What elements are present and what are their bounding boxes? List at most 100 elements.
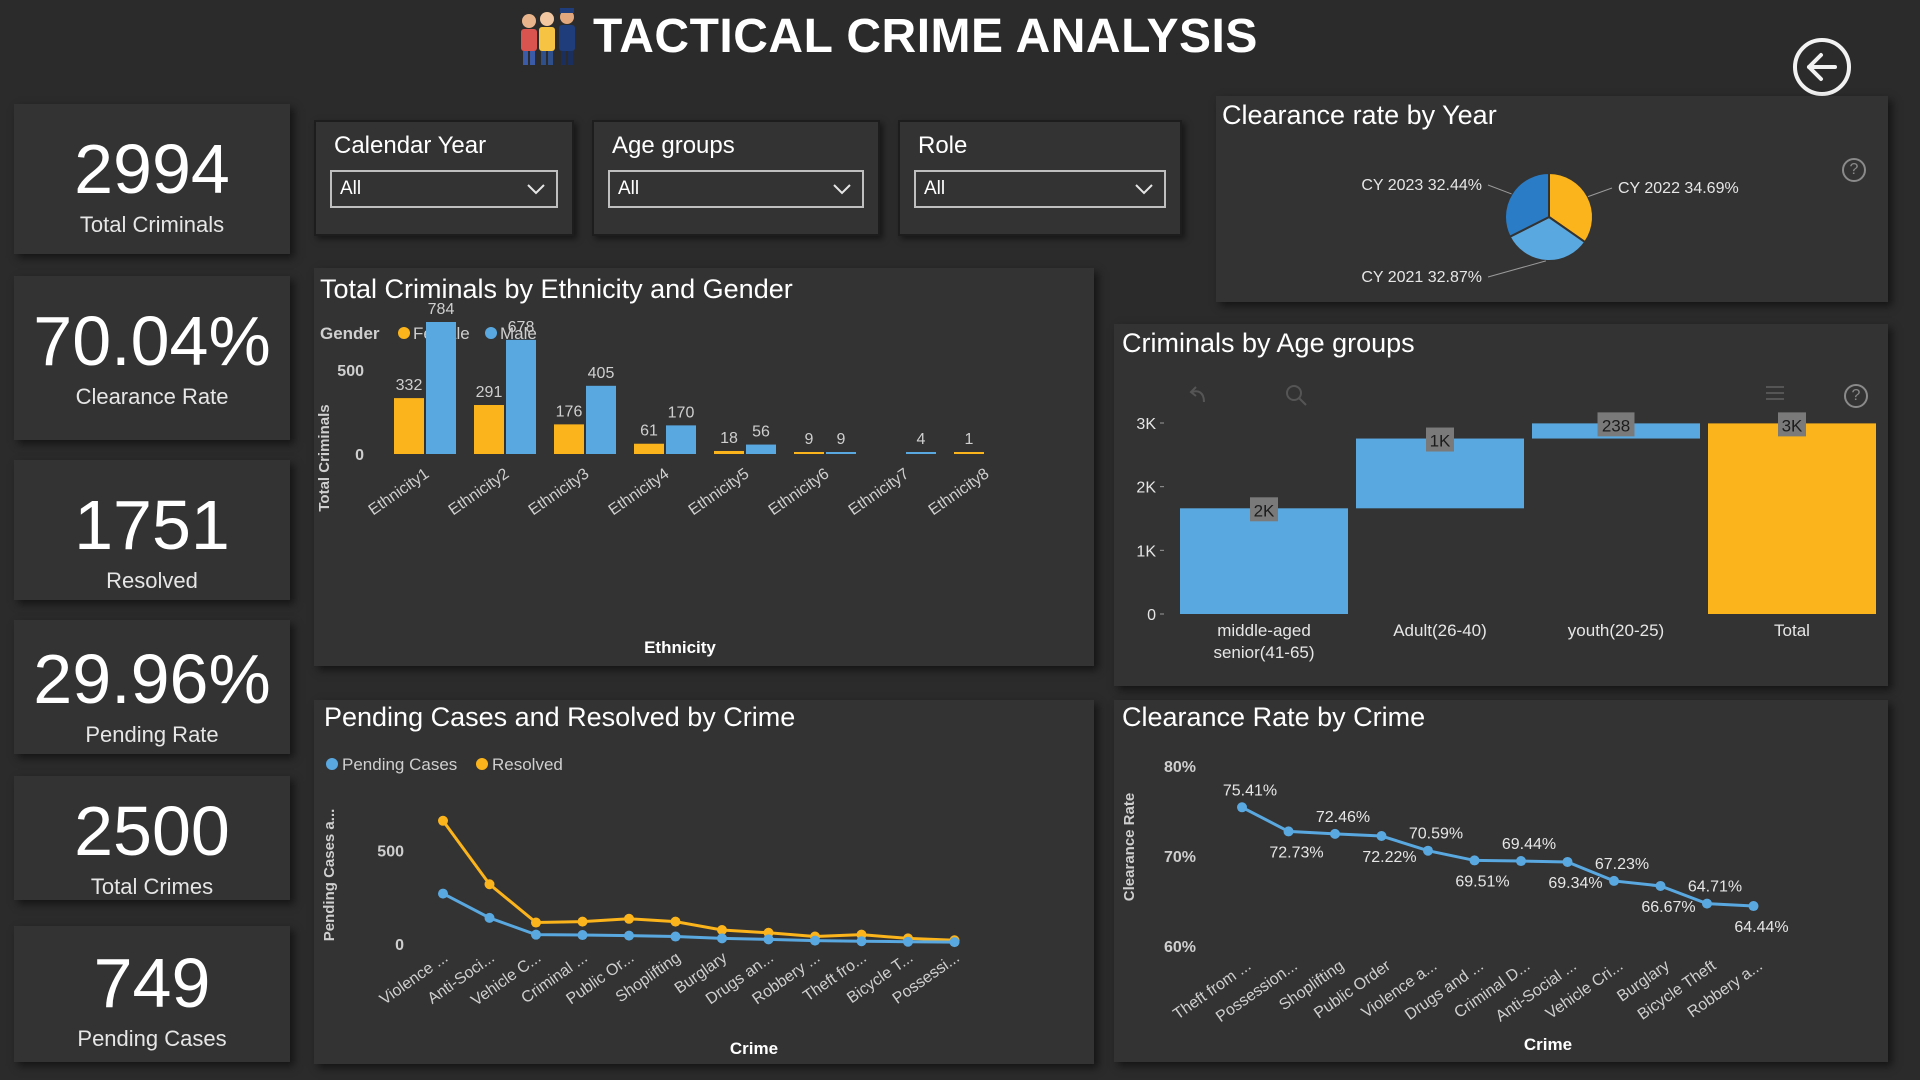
line-point[interactable] [1423,845,1433,856]
y-tick-label: 2K [1136,480,1156,497]
x-tick-label: Ethnicity3 [526,465,593,519]
slicer-title: Calendar Year [334,132,487,159]
bar-male[interactable] [426,322,456,454]
line-point[interactable] [484,879,495,890]
line-point[interactable] [1655,880,1666,891]
legend-pending-label[interactable]: Pending Cases [342,755,457,774]
dropdown-value: All [340,178,362,199]
line-point[interactable] [763,934,774,945]
help-icon[interactable]: ? [1842,158,1866,182]
y-tick-label: 0 [395,937,404,954]
line-point[interactable] [531,917,541,928]
drill-up-icon[interactable] [1188,384,1210,406]
line-point[interactable] [1562,856,1573,867]
bar-data-label: 3K [1782,416,1803,435]
line-point[interactable] [1609,875,1619,886]
line-point[interactable] [949,937,960,948]
line-point[interactable] [1376,831,1387,842]
x-tick-label: Bicycle Theft [1635,957,1720,1024]
bar-male[interactable] [746,444,776,454]
clearance-by-crime-visual[interactable]: Clearance Rate by Crime Clearance Rate C… [1114,700,1888,1062]
y-tick-label: 3K [1136,416,1156,433]
waterfall-bar[interactable] [1180,508,1348,614]
kpi-value: 749 [93,944,211,1022]
line-point[interactable] [624,913,634,924]
line-point[interactable] [1237,802,1247,813]
bar-male[interactable] [586,385,616,454]
bar-female[interactable] [554,424,584,454]
bar-female[interactable] [634,443,664,454]
line-point[interactable] [670,931,681,942]
pie-slice[interactable] [1548,171,1594,244]
bar-data-label: 1K [1430,432,1451,451]
line-point[interactable] [717,933,727,944]
data-label-bg [1597,412,1635,437]
bar-male[interactable] [666,425,696,454]
bar-data-label: 4 [917,431,926,448]
line-point[interactable] [624,930,634,941]
dashboard-header: TACTICAL CRIME ANALYSIS [515,4,1258,68]
y-tick-label: 80% [1164,759,1196,776]
visual-title: Total Criminals by Ethnicity and Gender [320,274,793,304]
series-line-resolved[interactable] [441,819,955,942]
line-point[interactable] [1469,855,1480,866]
zoom-icon[interactable] [1284,383,1308,407]
kpi-label: Clearance Rate [75,384,229,409]
kpi-label: Pending Cases [77,1026,227,1051]
legend-male-marker [485,327,497,339]
point-data-label: 72.46% [1316,809,1370,826]
bar-female[interactable] [714,450,744,454]
line-point[interactable] [856,936,867,947]
bar-female[interactable] [474,405,504,454]
legend-pending-marker [326,758,338,770]
line-point[interactable] [810,935,820,946]
age-groups-dropdown[interactable]: All [608,170,864,208]
bar-male[interactable] [506,339,536,454]
pie-data-label: CY 2022 34.69% [1618,180,1739,197]
legend-resolved-label[interactable]: Resolved [492,755,563,774]
line-point[interactable] [1330,828,1340,839]
age-groups-chart: 3K 2K 1K 0 2K middle-aged senior(41-65) 1K Adult… [1136,412,1876,662]
line-point[interactable] [1516,856,1526,867]
line-point[interactable] [903,936,913,947]
line-point[interactable] [484,912,495,923]
bar-data-label: 784 [428,301,455,318]
point-data-label: 70.59% [1409,826,1463,843]
line-point[interactable] [438,815,448,826]
calendar-year-dropdown[interactable]: All [330,170,558,208]
bar-data-label: 2K [1254,501,1275,520]
clearance-by-year-visual[interactable]: Clearance rate by Year ? CY 2022 34.69% C… [1216,96,1888,302]
bar-female[interactable] [394,398,424,454]
line-point[interactable] [670,916,681,927]
waterfall-bar[interactable] [1708,423,1876,614]
bar-male[interactable] [826,452,856,454]
back-button[interactable] [1793,38,1851,96]
line-point[interactable] [531,929,541,940]
focus-mode-icon[interactable] [1764,384,1788,402]
line-point[interactable] [577,916,588,927]
series-line-pending-cases[interactable] [442,892,955,944]
pie-data-label: CY 2023 32.44% [1361,177,1482,194]
point-data-label: 75.41% [1223,782,1277,799]
bar-female[interactable] [794,452,824,454]
bar-female[interactable] [954,452,984,454]
role-dropdown[interactable]: All [914,170,1166,208]
slicer-calendar-year: Calendar Year All [314,120,574,236]
pie-slice[interactable] [1504,171,1550,239]
line-point[interactable] [438,888,448,899]
line-point[interactable] [1748,901,1759,912]
line-point[interactable] [717,925,727,935]
line-point[interactable] [1283,826,1294,837]
y-tick-label: 500 [377,844,404,861]
legend-male-label[interactable]: Male [500,324,537,343]
help-icon[interactable]: ? [1844,384,1868,408]
age-groups-visual[interactable]: Criminals by Age groups ? 3K 2K 1K 0 2K middl… [1114,324,1888,686]
line-point[interactable] [1702,898,1712,909]
clearance-rate-line[interactable] [1241,805,1754,908]
line-point[interactable] [577,930,588,941]
visual-title: Clearance rate by Year [1222,100,1497,130]
bar-male[interactable] [906,452,936,454]
ethnicity-gender-visual[interactable]: Total Criminals by Ethnicity and Gender … [314,268,1094,666]
x-tick-label: Ethnicity8 [926,465,993,519]
pending-resolved-visual[interactable]: Pending Cases and Resolved by Crime Pend… [314,700,1094,1064]
